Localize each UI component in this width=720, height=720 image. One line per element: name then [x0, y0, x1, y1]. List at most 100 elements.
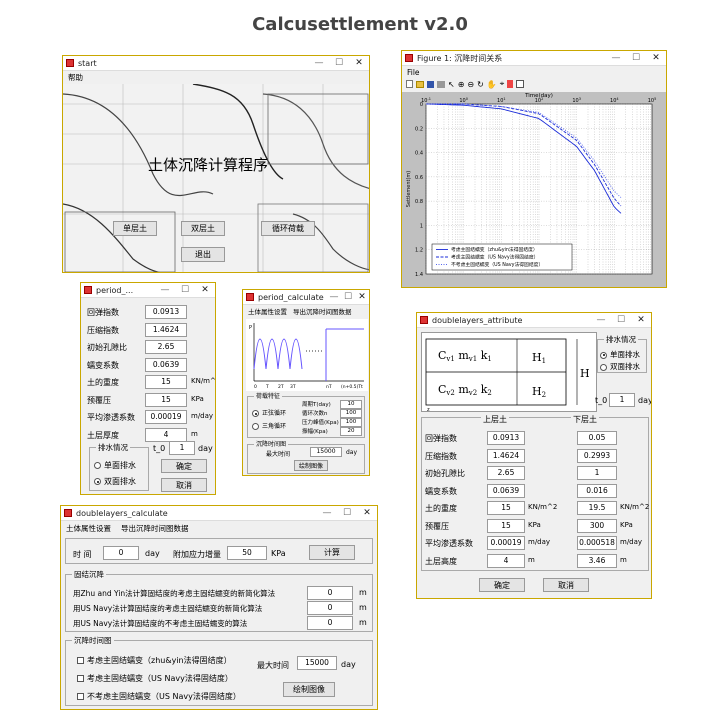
drain-double-radio[interactable]: 双面排水 — [600, 361, 640, 372]
drain-single-label: 单面排水 — [104, 461, 136, 470]
param-input[interactable]: 0.0913 — [145, 305, 187, 319]
draw-button[interactable]: 绘制图像 — [283, 682, 335, 697]
calculate-button[interactable]: 计算 — [309, 545, 355, 560]
zoom-out-icon[interactable]: ⊖ — [467, 79, 475, 89]
maximize-icon[interactable]: ☐ — [616, 315, 626, 325]
maximize-icon[interactable]: ☐ — [342, 508, 352, 518]
close-icon[interactable]: ✕ — [652, 53, 660, 63]
upper-param-input[interactable]: 2.65 — [487, 466, 525, 480]
check-no-creep[interactable]: 不考虑主固结蠕变（US Navy法得固结度） — [77, 691, 241, 702]
settlement-result[interactable]: 0 — [307, 586, 353, 600]
max-time-input[interactable]: 15000 — [310, 447, 342, 457]
triangle-radio[interactable]: 三角循环 — [252, 421, 286, 430]
menu-export[interactable]: 导出沉降时间图数据 — [121, 523, 189, 533]
time-input[interactable]: 0 — [103, 546, 139, 560]
close-icon[interactable]: ✕ — [363, 508, 371, 518]
ok-button[interactable]: 确定 — [479, 578, 525, 592]
open-icon[interactable] — [416, 80, 424, 88]
lower-layer-header: 下层土 — [571, 414, 599, 425]
check-zhu-yin[interactable]: 考虑主固结蠕变（zhu&yin法得固结度） — [77, 655, 232, 666]
rotate-icon[interactable]: ↻ — [477, 79, 484, 89]
drain-single-radio[interactable]: 单面排水 — [600, 349, 640, 360]
maximize-icon[interactable]: ☐ — [343, 292, 353, 302]
drain-single-radio[interactable]: 单面排水 — [94, 460, 136, 471]
minimize-icon[interactable]: — — [611, 53, 621, 63]
drain-double-radio[interactable]: 双面排水 — [94, 476, 136, 487]
maximize-icon[interactable]: ☐ — [631, 53, 641, 63]
t0-input[interactable]: 1 — [609, 393, 635, 407]
upper-param-input[interactable]: 1.4624 — [487, 448, 525, 463]
amplitude-input[interactable]: 20 — [340, 427, 362, 436]
upper-param-input[interactable]: 4 — [487, 553, 525, 568]
menu-bar: 帮助 — [63, 71, 369, 83]
upper-param-input[interactable]: 0.00019 — [487, 536, 525, 550]
settlement-result[interactable]: 0 — [307, 616, 353, 630]
check-us-navy[interactable]: 考虑主固结蠕变（US Navy法得固结度） — [77, 673, 233, 684]
lower-param-input[interactable]: 3.46 — [577, 553, 617, 568]
menu-soil-props[interactable]: 土体属性设置 — [66, 523, 111, 533]
param-input[interactable]: 1.4624 — [145, 322, 187, 337]
menu-soil-props[interactable]: 土体属性设置 — [248, 308, 287, 316]
peak-input[interactable]: 100 — [340, 418, 362, 427]
max-time-input[interactable]: 15000 — [297, 656, 337, 670]
ok-button[interactable]: 确定 — [161, 459, 207, 473]
minimize-icon[interactable]: — — [322, 508, 332, 518]
param-input[interactable]: 2.65 — [145, 340, 187, 354]
close-icon[interactable]: ✕ — [637, 315, 645, 325]
upper-param-input[interactable]: 0.0913 — [487, 431, 525, 445]
cancel-button[interactable]: 取消 — [161, 478, 207, 492]
lower-param-input[interactable]: 0.000518 — [577, 536, 617, 550]
exit-button[interactable]: 退出 — [181, 247, 225, 262]
zoom-in-icon[interactable]: ⊕ — [457, 79, 465, 89]
legend-icon[interactable] — [516, 80, 525, 88]
minimize-icon[interactable]: — — [314, 58, 324, 68]
save-icon[interactable] — [427, 80, 434, 88]
lower-param-input[interactable]: 0.2993 — [577, 448, 617, 463]
close-icon[interactable]: ✕ — [201, 285, 209, 295]
stress-input[interactable]: 50 — [227, 546, 267, 560]
t0-input[interactable]: 1 — [169, 441, 195, 455]
cyclic-load-button[interactable]: 循环荷载 — [261, 221, 315, 236]
param-input[interactable]: 4 — [145, 427, 187, 442]
lower-param-input[interactable]: 1 — [577, 466, 617, 480]
maximize-icon[interactable]: ☐ — [334, 58, 344, 68]
lower-param-input[interactable]: 0.05 — [577, 431, 617, 445]
double-layer-button[interactable]: 双层土 — [181, 221, 225, 236]
single-layer-button[interactable]: 单层土 — [113, 221, 157, 236]
period-input[interactable]: 10 — [340, 400, 362, 409]
datatip-icon[interactable]: ⌖ — [499, 79, 505, 88]
close-icon[interactable]: ✕ — [358, 292, 366, 302]
param-input[interactable]: 0.0639 — [145, 357, 187, 372]
arrow-icon[interactable]: ↖ — [448, 79, 455, 89]
lower-param-input[interactable]: 19.5 — [577, 501, 617, 515]
upper-param-input[interactable]: 15 — [487, 518, 525, 533]
upper-param-input[interactable]: 0.0639 — [487, 483, 525, 498]
param-input[interactable]: 15 — [145, 392, 187, 407]
close-icon[interactable]: ✕ — [355, 58, 363, 68]
drain-double-label: 双面排水 — [104, 477, 136, 486]
colorbar-icon[interactable] — [507, 80, 514, 88]
pan-icon[interactable]: ✋ — [486, 79, 497, 89]
new-icon[interactable] — [406, 80, 413, 88]
title-bar: doublelayers_calculate — ☐ ✕ — [61, 506, 377, 521]
param-input[interactable]: 0.00019 — [145, 410, 187, 424]
minimize-icon[interactable]: — — [329, 292, 339, 302]
minimize-icon[interactable]: — — [596, 315, 606, 325]
lower-param-input[interactable]: 300 — [577, 518, 617, 533]
param-input[interactable]: 15 — [145, 375, 187, 389]
minimize-icon[interactable]: — — [160, 285, 170, 295]
sine-radio[interactable]: 正弦循环 — [252, 408, 286, 417]
draw-button[interactable]: 绘制图像 — [294, 460, 328, 471]
param-unit: m — [191, 429, 198, 438]
menu-help[interactable]: 帮助 — [68, 72, 83, 82]
lower-param-unit: KN/m^2 — [620, 503, 650, 511]
cycles-input[interactable]: 100 — [340, 409, 362, 418]
upper-param-input[interactable]: 15 — [487, 501, 525, 515]
lower-param-input[interactable]: 0.016 — [577, 483, 617, 498]
menu-file[interactable]: File — [407, 67, 420, 77]
print-icon[interactable] — [437, 80, 445, 88]
maximize-icon[interactable]: ☐ — [180, 285, 190, 295]
settlement-result[interactable]: 0 — [307, 601, 353, 615]
cancel-button[interactable]: 取消 — [543, 578, 589, 592]
menu-export[interactable]: 导出沉降时间图数据 — [293, 308, 352, 316]
